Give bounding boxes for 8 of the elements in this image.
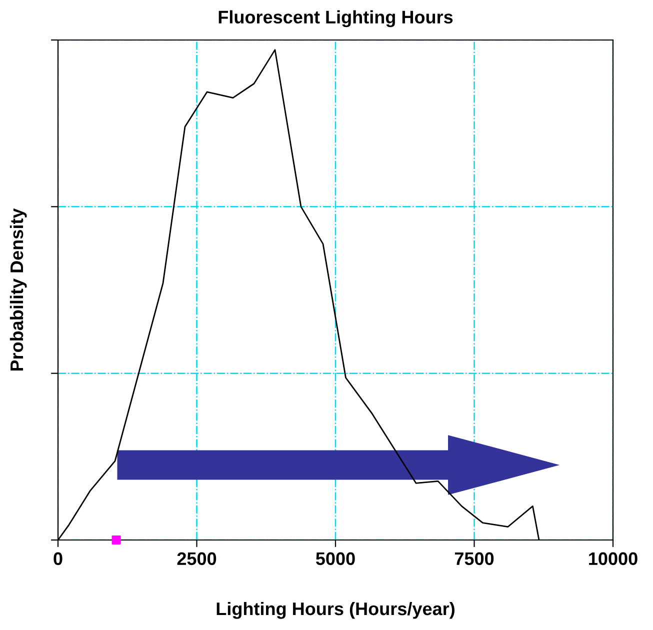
chart-title: Fluorescent Lighting Hours: [218, 10, 453, 28]
x-tick-label: 0: [54, 552, 62, 566]
x-tick-label: 10000: [589, 552, 638, 566]
x-axis-title: Lighting Hours (Hours/year): [216, 602, 454, 619]
y-axis-title: Probability Density: [10, 208, 27, 371]
x-tick-label: 5000: [316, 552, 355, 566]
x-tick-label: 7500: [454, 552, 494, 566]
x-tick-label: 2500: [177, 552, 216, 566]
